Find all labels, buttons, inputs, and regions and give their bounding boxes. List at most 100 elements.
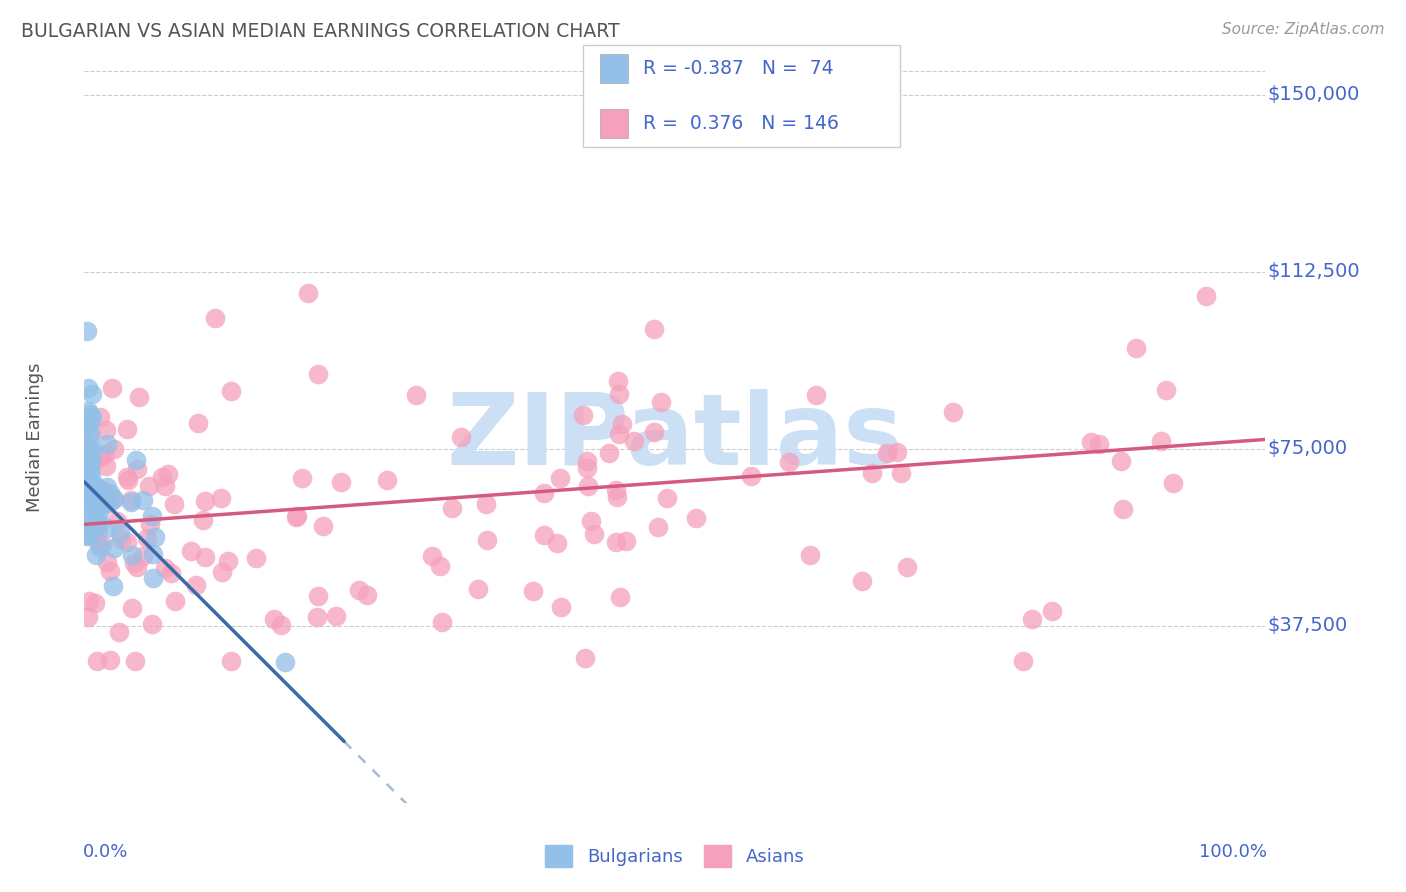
Point: [136, 531, 159, 545]
Point: [685, 511, 707, 525]
Point: [86, 481, 108, 495]
Point: [284, 510, 307, 524]
Point: [94, 423, 117, 437]
Point: [187, 416, 209, 430]
Point: [467, 582, 489, 596]
Point: [1112, 502, 1135, 516]
Point: [89, 410, 111, 425]
Point: [623, 434, 645, 449]
Point: [142, 571, 165, 585]
Point: [890, 466, 912, 480]
Text: BULGARIAN VS ASIAN MEDIAN EARNINGS CORRELATION CHART: BULGARIAN VS ASIAN MEDIAN EARNINGS CORRE…: [21, 22, 620, 41]
Point: [91, 538, 114, 552]
Point: [160, 566, 183, 581]
Point: [101, 491, 124, 505]
Point: [80, 444, 103, 458]
Point: [84, 499, 107, 513]
Point: [307, 367, 329, 381]
Point: [96, 497, 118, 511]
Point: [96, 521, 118, 535]
Text: $112,500: $112,500: [1268, 262, 1361, 281]
Point: [141, 509, 163, 524]
Point: [80, 526, 103, 541]
Point: [105, 515, 128, 529]
Point: [83, 454, 105, 468]
Point: [79, 500, 101, 514]
Point: [356, 588, 378, 602]
Point: [156, 467, 179, 482]
Point: [89, 450, 111, 464]
Point: [76, 528, 98, 542]
Point: [1080, 434, 1102, 449]
Point: [79, 425, 101, 440]
Point: [475, 533, 498, 548]
Point: [83, 498, 105, 512]
Point: [83, 522, 105, 536]
Point: [96, 480, 118, 494]
Point: [77, 499, 100, 513]
Point: [138, 479, 160, 493]
Point: [103, 492, 125, 507]
Point: [607, 426, 630, 441]
Point: [799, 548, 821, 562]
Point: [329, 475, 352, 490]
Point: [1154, 383, 1177, 397]
Point: [76, 324, 98, 338]
Point: [84, 479, 107, 493]
Point: [576, 454, 599, 468]
Point: [647, 520, 669, 534]
Point: [1021, 612, 1043, 626]
Point: [245, 551, 267, 566]
Point: [474, 497, 496, 511]
Point: [550, 600, 572, 615]
Point: [574, 651, 596, 665]
Point: [163, 498, 186, 512]
Point: [80, 453, 103, 467]
Point: [75, 445, 97, 459]
Point: [429, 559, 451, 574]
Point: [86, 654, 108, 668]
Point: [128, 391, 150, 405]
Point: [441, 500, 464, 515]
Point: [76, 610, 98, 624]
Point: [90, 483, 112, 498]
Point: [180, 544, 202, 558]
Point: [121, 549, 143, 563]
Point: [307, 610, 329, 624]
Point: [274, 655, 297, 669]
Point: [79, 427, 101, 442]
Point: [125, 560, 148, 574]
Point: [75, 465, 97, 479]
Text: R =  0.376   N = 146: R = 0.376 N = 146: [643, 114, 838, 133]
Point: [79, 435, 101, 450]
Point: [98, 486, 121, 500]
Point: [94, 447, 117, 461]
Text: $37,500: $37,500: [1268, 616, 1348, 635]
Point: [98, 564, 121, 578]
Point: [550, 471, 572, 485]
Point: [77, 593, 100, 607]
Point: [150, 470, 173, 484]
Point: [740, 468, 762, 483]
Point: [582, 526, 605, 541]
Point: [219, 654, 242, 668]
Point: [204, 311, 226, 326]
Point: [79, 459, 101, 474]
Text: 100.0%: 100.0%: [1198, 843, 1267, 861]
Point: [108, 525, 131, 540]
Point: [79, 464, 101, 478]
Point: [153, 479, 176, 493]
Point: [1012, 654, 1035, 668]
Point: [430, 615, 453, 629]
Point: [79, 521, 101, 535]
Point: [851, 574, 873, 589]
Point: [96, 436, 118, 450]
Point: [217, 554, 239, 568]
Point: [263, 612, 285, 626]
Point: [98, 495, 121, 509]
Point: [533, 485, 555, 500]
Point: [77, 442, 100, 456]
Point: [77, 481, 100, 495]
Text: ZIPatlas: ZIPatlas: [447, 389, 903, 485]
Point: [1195, 289, 1218, 303]
